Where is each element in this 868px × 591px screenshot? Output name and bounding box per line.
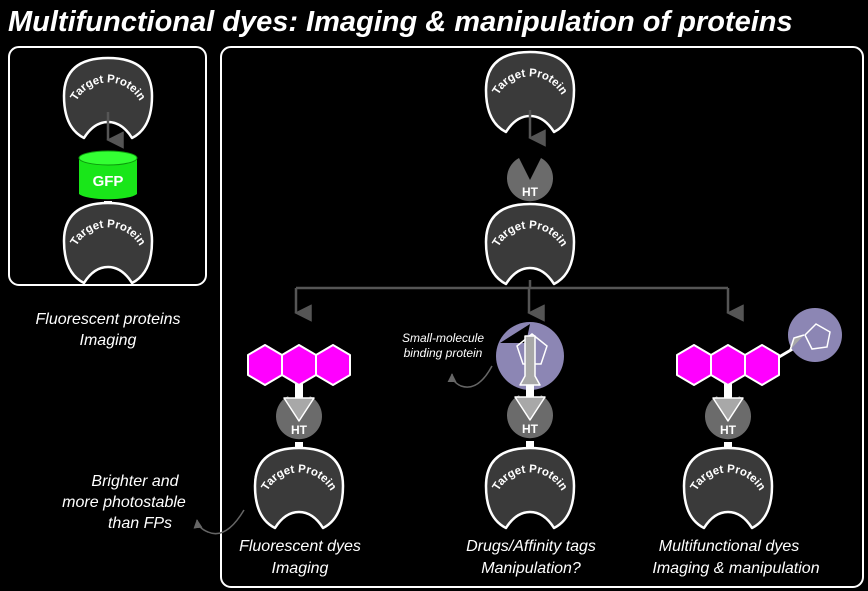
page-title: Multifunctional dyes: Imaging & manipula… (8, 6, 793, 38)
main-target-protein-ht: Target Protein (484, 202, 576, 286)
binding-note-line2: binding protein (404, 346, 483, 360)
gfp-barrel: GFP (78, 150, 138, 200)
ht-tag-1: HT (276, 396, 322, 440)
branch-1-caption-line1: Fluorescent dyes (239, 538, 361, 555)
dye-linker-1 (295, 384, 303, 398)
svg-text:HT: HT (522, 185, 539, 199)
dye-linker-3 (724, 384, 732, 398)
ht-tag-3: HT (705, 396, 751, 440)
branch-connector (294, 280, 744, 322)
svg-text:HT: HT (291, 423, 308, 437)
left-caption-line2: Imaging (80, 332, 137, 349)
svg-text:HT: HT (522, 422, 539, 436)
branch-3-caption-line1: Multifunctional dyes (659, 538, 800, 555)
left-panel-frame (8, 46, 207, 286)
svg-text:HT: HT (720, 423, 737, 437)
binding-note-line1: Small-molecule (402, 331, 484, 345)
branch-1-caption-line2: Imaging (272, 560, 329, 577)
gfp-label: GFP (93, 173, 124, 190)
left-caption-line1: Fluorescent proteins (36, 311, 181, 328)
ht-tag-2: HT (507, 395, 553, 439)
branch-2-caption-line1: Drugs/Affinity tags (466, 538, 596, 555)
binding-protein-3 (788, 308, 842, 362)
ht-tag-top: HT (507, 158, 553, 202)
target-protein-branch-1: Target Protein (253, 446, 345, 530)
main-target-protein-top: Target Protein (484, 50, 576, 134)
small-molecule-binding-protein (496, 322, 564, 390)
left-target-protein-top: Target Protein (62, 56, 154, 140)
brighter-note-arrow (193, 509, 245, 535)
fluorophore-hexagons-3 (676, 344, 780, 386)
brighter-note-line3: than FPs (108, 515, 172, 532)
brighter-note-line1: Brighter and (91, 473, 179, 490)
binding-note-arrow (447, 365, 493, 388)
target-protein-branch-2: Target Protein (484, 446, 576, 530)
ligand-stem-2 (526, 385, 534, 397)
brighter-note-line2: more photostable (62, 494, 186, 511)
main-panel-frame (220, 46, 864, 588)
target-protein-branch-3: Target Protein (682, 446, 774, 530)
branch-3-caption-line2: Imaging & manipulation (652, 560, 819, 577)
fluorophore-hexagons-1 (247, 344, 351, 386)
left-target-protein-bottom: Target Protein (62, 201, 154, 285)
branch-2-caption-line2: Manipulation? (481, 560, 581, 577)
